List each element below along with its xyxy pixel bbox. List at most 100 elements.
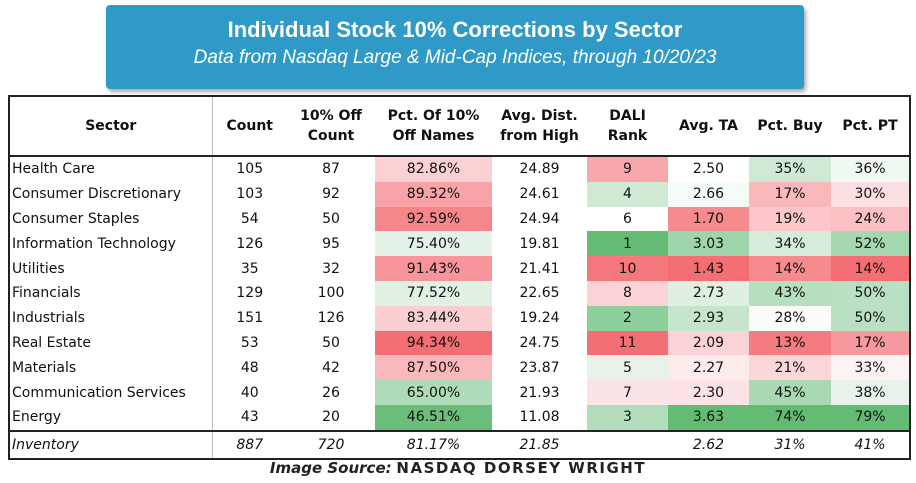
- cell-dali: 10: [587, 256, 668, 281]
- table-row: Consumer Discretionary 103 92 89.32% 24.61 4 2…: [9, 181, 910, 207]
- cell-avg-ta: 2.50: [668, 156, 749, 182]
- cell-avg-ta: 2.09: [668, 330, 749, 356]
- cell-dali: 9: [587, 156, 668, 182]
- page-title: Individual Stock 10% Corrections by Sect…: [227, 17, 683, 42]
- cell-sector: Energy: [9, 404, 213, 431]
- page-subtitle: Data from Nasdaq Large & Mid-Cap Indices…: [193, 47, 717, 68]
- cell-off-count: 42: [322, 359, 340, 376]
- cell-sector: Consumer Staples: [9, 206, 213, 232]
- table-row: Energy 43 20 46.51% 11.08 3 3.63 74% 79%: [9, 404, 910, 431]
- cell-pct-off: 91.43%: [375, 256, 492, 281]
- cell-avg-ta: 2.66: [668, 181, 749, 207]
- cell-off-count: 126: [317, 310, 345, 327]
- cell-pct-off: 92.59%: [375, 206, 492, 232]
- cell-avg-ta: 2.27: [668, 355, 749, 381]
- cell-sector: Health Care: [9, 156, 213, 182]
- cell-avg-dist: 22.65: [519, 285, 560, 302]
- cell-pct-pt: 30%: [831, 181, 910, 207]
- header-avg-ta: Avg. TA: [668, 96, 749, 157]
- cell-avg-ta: 3.03: [668, 231, 749, 257]
- cell-pct-off: 77.52%: [375, 280, 492, 306]
- cell-avg-ta: 1.43: [668, 256, 749, 281]
- cell-dali: 6: [587, 206, 668, 232]
- cell-off-count: 26: [322, 384, 340, 401]
- cell-avg-dist: 24.94: [519, 210, 560, 227]
- cell-pct-buy: 45%: [749, 380, 831, 405]
- header-dali: DALI Rank: [587, 96, 668, 157]
- cell-pct-pt: 50%: [831, 280, 910, 306]
- cell-sector: Communication Services: [9, 380, 213, 405]
- cell-pct-pt: 36%: [831, 156, 910, 182]
- table-row: Health Care 105 87 82.86% 24.89 9 2.50 35% 36%: [9, 156, 910, 182]
- table-row: Utilities 35 32 91.43% 21.41 10 1.43 14% 14%: [9, 256, 910, 281]
- cell-sector: Utilities: [9, 256, 213, 281]
- cell-pct-off: 46.51%: [375, 404, 492, 431]
- table-row: Information Technology 126 95 75.40% 19.81 1 3…: [9, 231, 910, 257]
- cell-pct-pt: 52%: [831, 231, 910, 257]
- cell-sector: Real Estate: [9, 330, 213, 356]
- cell-off-count: 87: [322, 161, 340, 178]
- header-pct-off-line2: Off Names: [392, 128, 475, 144]
- cell-pct-pt: 50%: [831, 305, 910, 331]
- cell-count: 48: [240, 359, 259, 376]
- cell-pct-off: 87.50%: [375, 355, 492, 381]
- cell-dali: 8: [587, 280, 668, 306]
- cell-pct-pt: 79%: [831, 404, 910, 431]
- cell-pct-off: 82.86%: [375, 156, 492, 182]
- total-avg-dist: 21.85: [492, 429, 587, 459]
- header-avg-dist-line2: from High: [500, 128, 579, 144]
- header-pct-off: Pct. Of 10% Off Names: [375, 96, 492, 157]
- table-row: Industrials 151 126 83.44% 19.24 2 2.93 28% 50%: [9, 305, 910, 331]
- cell-avg-dist: 11.08: [519, 409, 560, 426]
- cell-sector: Information Technology: [9, 231, 213, 257]
- cell-dali: 3: [587, 404, 668, 431]
- cell-avg-dist: 19.81: [519, 235, 560, 252]
- title-banner: Individual Stock 10% Corrections by Sect…: [106, 5, 804, 89]
- cell-dali: 2: [587, 305, 668, 331]
- cell-pct-buy: 21%: [749, 355, 831, 381]
- cell-dali: 5: [587, 355, 668, 381]
- header-dali-line1: DALI: [609, 108, 646, 124]
- header-pct-pt: Pct. PT: [831, 96, 910, 157]
- cell-count: 126: [236, 235, 264, 252]
- cell-off-count: 32: [322, 260, 340, 277]
- header-row: Sector Count 10% Off Count Pct. Of 10% O…: [9, 96, 910, 157]
- image-source: Image Source: NASDAQ DORSEY WRIGHT: [0, 459, 916, 477]
- header-off-count: 10% Off Count: [287, 96, 375, 157]
- cell-off-count: 50: [322, 210, 340, 227]
- table-row: Financials 129 100 77.52% 22.65 8 2.73 43% 50%: [9, 280, 910, 306]
- cell-avg-ta: 2.73: [668, 280, 749, 306]
- cell-count: 105: [236, 161, 264, 178]
- table-row: Real Estate 53 50 94.34% 24.75 11 2.09 13% 17%: [9, 330, 910, 356]
- cell-avg-dist: 21.41: [519, 260, 560, 277]
- cell-pct-off: 75.40%: [375, 231, 492, 257]
- cell-pct-pt: 24%: [831, 206, 910, 232]
- header-off-count-line2: Count: [307, 128, 355, 144]
- cell-pct-buy: 35%: [749, 156, 831, 182]
- cell-dali: 1: [587, 231, 668, 257]
- header-avg-dist: Avg. Dist. from High: [492, 96, 587, 157]
- cell-dali: 4: [587, 181, 668, 207]
- cell-avg-ta: 1.70: [668, 206, 749, 232]
- cell-off-count: 20: [322, 409, 340, 426]
- total-pct-buy: 31%: [749, 429, 831, 459]
- cell-avg-dist: 23.87: [519, 359, 560, 376]
- cell-avg-dist: 19.24: [519, 310, 560, 327]
- cell-count: 43: [240, 409, 259, 426]
- cell-dali: 7: [587, 380, 668, 405]
- cell-off-count: 50: [322, 334, 340, 351]
- cell-count: 129: [236, 285, 264, 302]
- cell-pct-buy: 14%: [749, 256, 831, 281]
- cell-avg-ta: 2.30: [668, 380, 749, 405]
- cell-count: 35: [240, 260, 259, 277]
- cell-sector: Materials: [9, 355, 213, 381]
- cell-pct-off: 83.44%: [375, 305, 492, 331]
- cell-avg-dist: 24.89: [519, 161, 560, 178]
- table-row: Materials 48 42 87.50% 23.87 5 2.27 21% 33%: [9, 355, 910, 381]
- total-pct-off: 81.17%: [375, 429, 492, 459]
- total-pct-pt: 41%: [831, 429, 910, 459]
- total-dali: [587, 429, 668, 459]
- cell-avg-dist: 21.93: [519, 384, 560, 401]
- cell-avg-dist: 24.75: [519, 334, 560, 351]
- header-dali-line2: Rank: [607, 128, 648, 144]
